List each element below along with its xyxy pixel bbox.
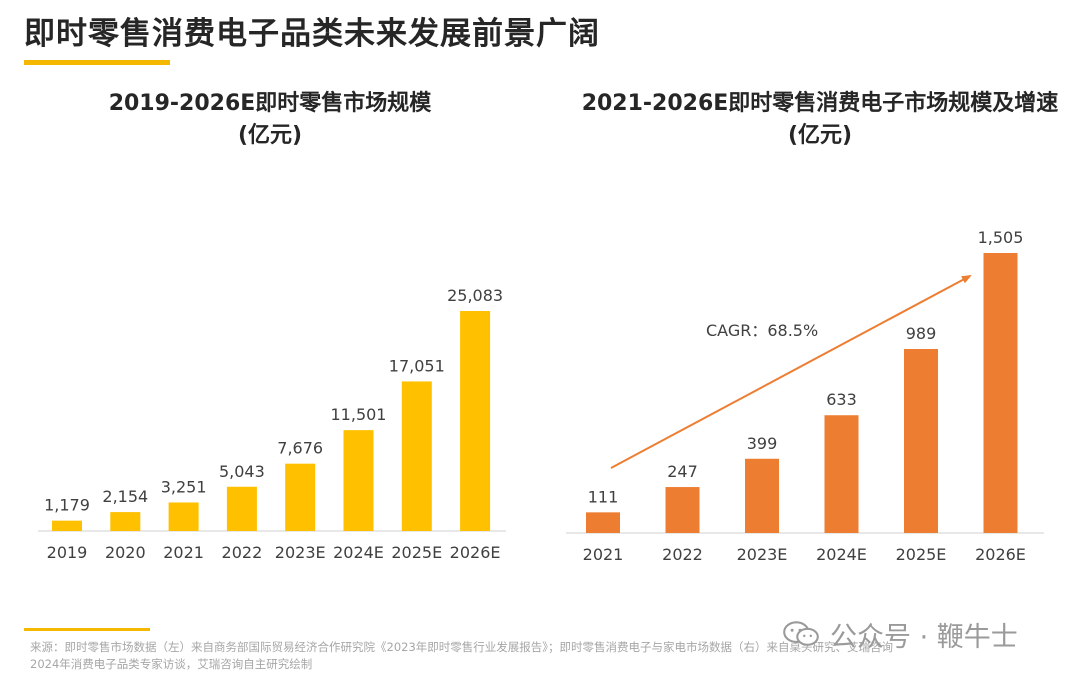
x-tick-label-2024E: 2024E	[816, 545, 867, 564]
bar-2019	[52, 520, 82, 531]
data-label-2024E: 11,501	[331, 405, 387, 424]
x-tick-label-2026E: 2026E	[975, 545, 1026, 564]
x-tick-label-2026E: 2026E	[450, 543, 501, 562]
bar-2026E	[460, 311, 491, 531]
x-tick-label-2025E: 2025E	[896, 545, 947, 564]
x-tick-label-2021: 2021	[583, 545, 624, 564]
data-label-2022: 5,043	[219, 462, 265, 481]
bar-2025E	[401, 381, 432, 531]
bar-2022	[226, 486, 257, 531]
left-chart-title-unit: (亿元)	[237, 123, 303, 148]
x-tick-label-2022: 2022	[662, 545, 703, 564]
data-label-2020: 2,154	[102, 487, 148, 506]
x-tick-label-2023E: 2023E	[275, 543, 326, 562]
bar-2023E	[285, 463, 316, 531]
right-chart-title-unit: (亿元)	[787, 123, 853, 148]
data-label-2022: 247	[667, 462, 698, 481]
data-label-2025E: 989	[906, 324, 937, 343]
bar-2020	[110, 512, 141, 531]
title-underline	[24, 60, 170, 65]
bar-2021	[168, 502, 199, 531]
source-note-line2: 2024年消费电子品类专家访谈，艾瑞咨询自主研究绘制	[30, 657, 313, 671]
data-label-2021: 3,251	[161, 477, 207, 496]
data-label-2026E: 1,505	[978, 228, 1024, 247]
right-chart-title: 2021-2026E即时零售消费电子市场规模及增速 (亿元)	[560, 88, 1080, 152]
x-tick-label-2023E: 2023E	[737, 545, 788, 564]
data-label-2026E: 25,083	[447, 286, 503, 305]
bar-2021	[586, 512, 620, 533]
wechat-icon	[783, 621, 819, 646]
watermark: 公众号 · 鞭牛士	[782, 616, 1018, 653]
footer-divider	[24, 628, 150, 631]
right-chart-title-main: 2021-2026E即时零售消费电子市场规模及增速	[581, 91, 1059, 116]
data-label-2021: 111	[588, 487, 619, 506]
x-tick-label-2022: 2022	[222, 543, 263, 562]
x-tick-label-2020: 2020	[105, 543, 146, 562]
data-label-2025E: 17,051	[389, 356, 445, 375]
source-note-line1: 来源：即时零售市场数据（左）来自商务部国际贸易经济合作研究院《2023年即时零售…	[30, 640, 894, 654]
bar-2024E	[824, 415, 859, 533]
x-tick-label-2021: 2021	[163, 543, 204, 562]
bar-2024E	[343, 430, 374, 531]
bar-2022	[665, 487, 700, 533]
x-tick-label-2024E: 2024E	[333, 543, 384, 562]
data-label-2023E: 399	[747, 434, 778, 453]
data-label-2023E: 7,676	[277, 439, 323, 458]
left-chart-title: 2019-2026E即时零售市场规模 (亿元)	[40, 88, 500, 152]
source-note: 来源：即时零售市场数据（左）来自商务部国际贸易经济合作研究院《2023年即时零售…	[30, 639, 1040, 673]
watermark-text: 公众号 · 鞭牛士	[830, 621, 1018, 653]
cagr-annotation: CAGR：68.5%	[706, 321, 818, 340]
cagr-arrow	[610, 275, 972, 469]
bar-2023E	[745, 458, 779, 533]
bar-2025E	[904, 349, 938, 533]
bar-2026E	[983, 253, 1018, 533]
left-chart-title-main: 2019-2026E即时零售市场规模	[108, 91, 432, 116]
x-tick-label-2019: 2019	[47, 543, 88, 562]
data-label-2019: 1,179	[44, 496, 90, 515]
data-label-2024E: 633	[826, 390, 857, 409]
x-tick-label-2025E: 2025E	[391, 543, 442, 562]
page-title: 即时零售消费电子品类未来发展前景广阔	[24, 16, 600, 52]
